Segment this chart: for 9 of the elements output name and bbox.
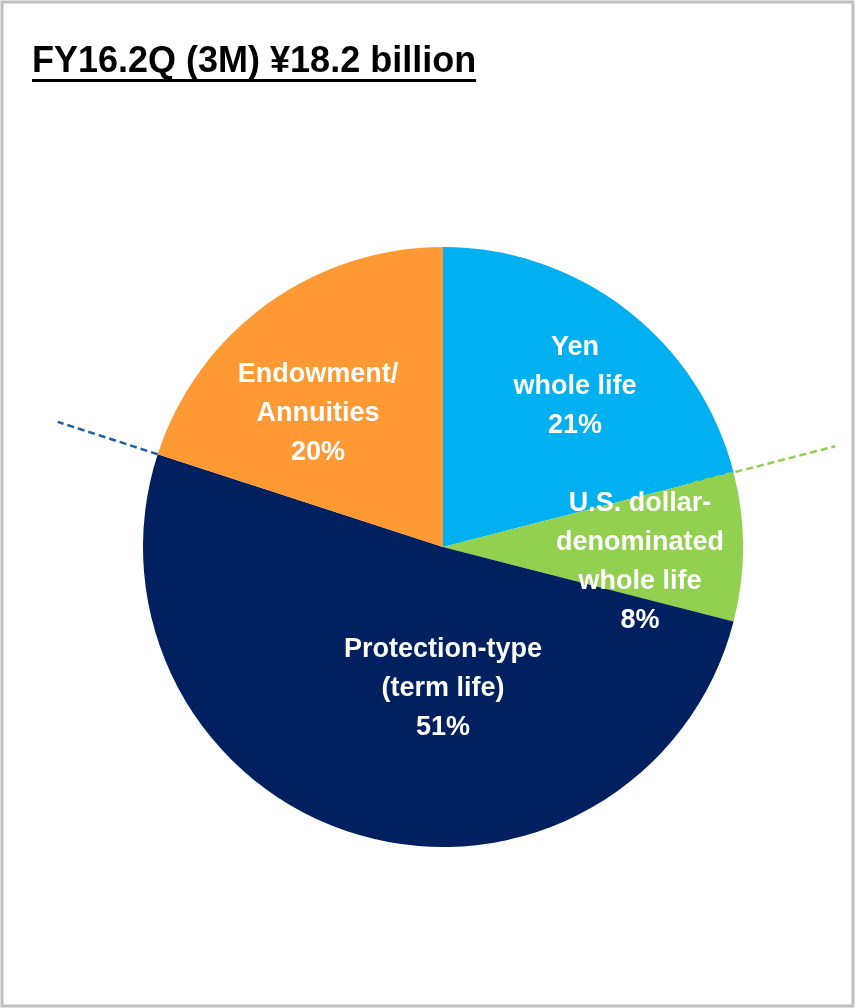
slice-label: Endowment/ Annuities	[237, 358, 399, 428]
pie-slice	[157, 247, 443, 547]
slice-label: Protection-type (term life)	[343, 633, 543, 703]
chart-title: FY16.2Q (3M) ¥18.2 billion	[32, 39, 477, 80]
data-label: 21%	[547, 409, 603, 440]
data-label: 20%	[290, 436, 346, 467]
slice-label: Yen whole life	[512, 331, 637, 401]
data-label: 51%	[415, 711, 471, 742]
data-label: 8%	[620, 603, 660, 634]
